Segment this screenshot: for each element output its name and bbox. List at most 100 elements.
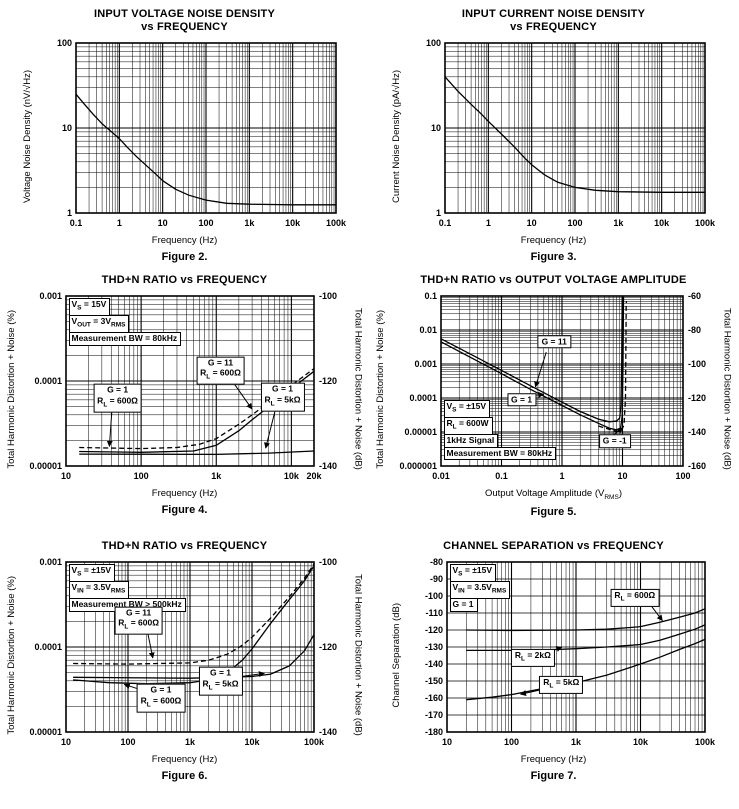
chart-title: INPUT CURRENT NOISE DENSITY vs FREQUENCY [462,8,645,35]
svg-text:10: 10 [430,123,440,133]
series-G1 [440,296,624,431]
curve-label: G = -1 [598,434,631,449]
condition-line: VS = ±15V [449,564,496,583]
figure-6: THD+N RATIO vs FREQUENCY Total Harmonic … [6,540,364,804]
plot-row: Channel Separation (dB) 10 100 1k 10k 100k -8… [391,556,717,754]
figure-caption: Figure 4. [161,504,208,516]
svg-text:10k: 10k [654,218,670,228]
figure-4: THD+N RATIO vs FREQUENCY Total Harmonic … [6,274,364,538]
svg-text:0.0001: 0.0001 [34,642,62,652]
figure-3: INPUT CURRENT NOISE DENSITY vs FREQUENCY… [391,8,717,272]
conditions-box: VS = ±15V VIN = 3.5VRMS Measurement BW > 5… [68,564,186,612]
y-axis-label: Current Noise Density (pA/√Hz) [390,69,402,203]
condition-line: VS = 15V [68,298,111,317]
svg-text:1k: 1k [570,737,581,747]
curve-label: G = 11 RL = 600Ω [196,356,245,386]
svg-text:20k: 20k [306,471,322,481]
x-axis-label: Frequency (Hz) [151,488,218,499]
svg-text:1k: 1k [613,218,624,228]
plot-area: 10 100 1k 10k 100k 0.00001 0.0001 0.001 -100 -120… [20,556,350,754]
curve-label: G = 11 [537,335,571,349]
curve-label: RL = 5kΩ [539,676,584,695]
svg-text:0.1: 0.1 [495,471,508,481]
curve-label: G = 1 RL = 5kΩ [260,382,305,412]
series-RL5k [465,638,705,701]
curve-label: G = 1 RL = 600Ω [93,383,142,413]
condition-line: VOUT = 3VRMS [68,315,130,334]
svg-text:0.1: 0.1 [69,218,82,228]
plot-area: 10 100 1k 10k 20k 0.00001 0.0001 0.001 -100 -120 -… [20,290,350,488]
x-axis-label: Output Voltage Amplitude (VRMS) [485,488,622,501]
chart-title-line1: THD+N RATIO vs FREQUENCY [101,540,268,552]
svg-text:-180: -180 [424,727,442,737]
svg-text:-140: -140 [319,727,337,737]
y-axis-label-right: Total Harmonic Distortion + Noise (dB) [721,308,733,470]
figure-2: INPUT VOLTAGE NOISE DENSITY vs FREQUENCY… [22,8,348,272]
svg-text:0.1: 0.1 [438,218,451,228]
svg-text:-80: -80 [429,557,442,567]
svg-text:100k: 100k [694,218,715,228]
svg-text:10: 10 [441,737,451,747]
svg-text:-60: -60 [688,291,701,301]
svg-text:-170: -170 [424,710,442,720]
condition-line: Measurement BW = 80kHz [68,332,182,346]
chart-title: THD+N RATIO vs FREQUENCY [102,540,268,554]
svg-text:10: 10 [60,737,70,747]
chart-canvas: 0.01 0.1 1 10 100 0.000001 0.00001 0.0001 0.001 0… [399,291,706,481]
svg-text:0.01: 0.01 [432,471,450,481]
y-axis-label-left: Total Harmonic Distortion + Noise (%) [374,309,386,469]
y-axis-label-left: Total Harmonic Distortion + Noise (%) [5,309,17,469]
svg-text:0.001: 0.001 [414,359,437,369]
curve-label: G = 11 RL = 600Ω [114,606,164,635]
curve-label: G = 1 RL = 600Ω [136,683,186,713]
plot-row: Current Noise Density (pA/√Hz) 0.1 1 10 100… [391,37,717,235]
chart-title-line1: INPUT VOLTAGE NOISE DENSITY [93,8,275,20]
svg-text:-120: -120 [319,642,337,652]
svg-text:0.0001: 0.0001 [409,393,437,403]
svg-text:-160: -160 [424,693,442,703]
condition-line: VIN = 3.5VRMS [449,581,511,600]
conditions-box: VS = ±15V VIN = 3.5VRMS G = 1 [449,564,511,612]
svg-text:-100: -100 [319,557,337,567]
svg-text:100: 100 [56,38,71,48]
svg-text:100k: 100k [303,737,324,747]
chart-title: CHANNEL SEPARATION vs FREQUENCY [443,540,664,554]
svg-text:-100: -100 [319,291,337,301]
figure-caption: Figure 5. [530,505,577,518]
x-axis-label: Frequency (Hz) [520,235,587,246]
chart-title-line2: vs FREQUENCY [510,21,597,33]
figure-caption: Figure 3. [530,251,577,263]
plot-row: Total Harmonic Distortion + Noise (%) 10… [6,556,364,754]
curve-label: RL = 2kΩ [510,648,555,668]
svg-text:-120: -120 [424,625,442,635]
svg-text:-90: -90 [429,574,442,584]
chart-title-line1: THD+N RATIO vs OUTPUT VOLTAGE AMPLITUDE [420,274,687,286]
svg-text:1k: 1k [211,471,222,481]
condition-line: VS = ±15V [68,564,115,583]
chart-title-line2: vs FREQUENCY [141,21,228,33]
chart-title: THD+N RATIO vs OUTPUT VOLTAGE AMPLITUDE [420,274,686,288]
svg-text:10k: 10k [244,737,260,747]
figure-caption: Figure 2. [161,251,208,263]
series-voltage-noise [75,93,336,206]
svg-text:10: 10 [157,218,167,228]
x-axis-label: Frequency (Hz) [151,235,218,246]
svg-text:1: 1 [435,208,440,218]
svg-text:10k: 10k [283,471,299,481]
series-G1-RL5k [72,634,315,679]
svg-text:0.0001: 0.0001 [34,376,62,386]
svg-text:-160: -160 [688,461,706,471]
series-G1-RL600 [72,565,315,685]
figure-5: THD+N RATIO vs OUTPUT VOLTAGE AMPLITUDE … [375,274,733,538]
figure-caption: Figure 7. [530,770,577,782]
svg-text:-100: -100 [424,591,442,601]
series-current-noise [444,76,705,193]
svg-text:1: 1 [559,471,564,481]
series-G11-RL600 [72,563,315,665]
figure-caption: Figure 6. [161,770,208,782]
svg-text:0.01: 0.01 [419,325,437,335]
svg-text:-130: -130 [424,642,442,652]
svg-text:-140: -140 [424,659,442,669]
svg-text:10: 10 [617,471,627,481]
